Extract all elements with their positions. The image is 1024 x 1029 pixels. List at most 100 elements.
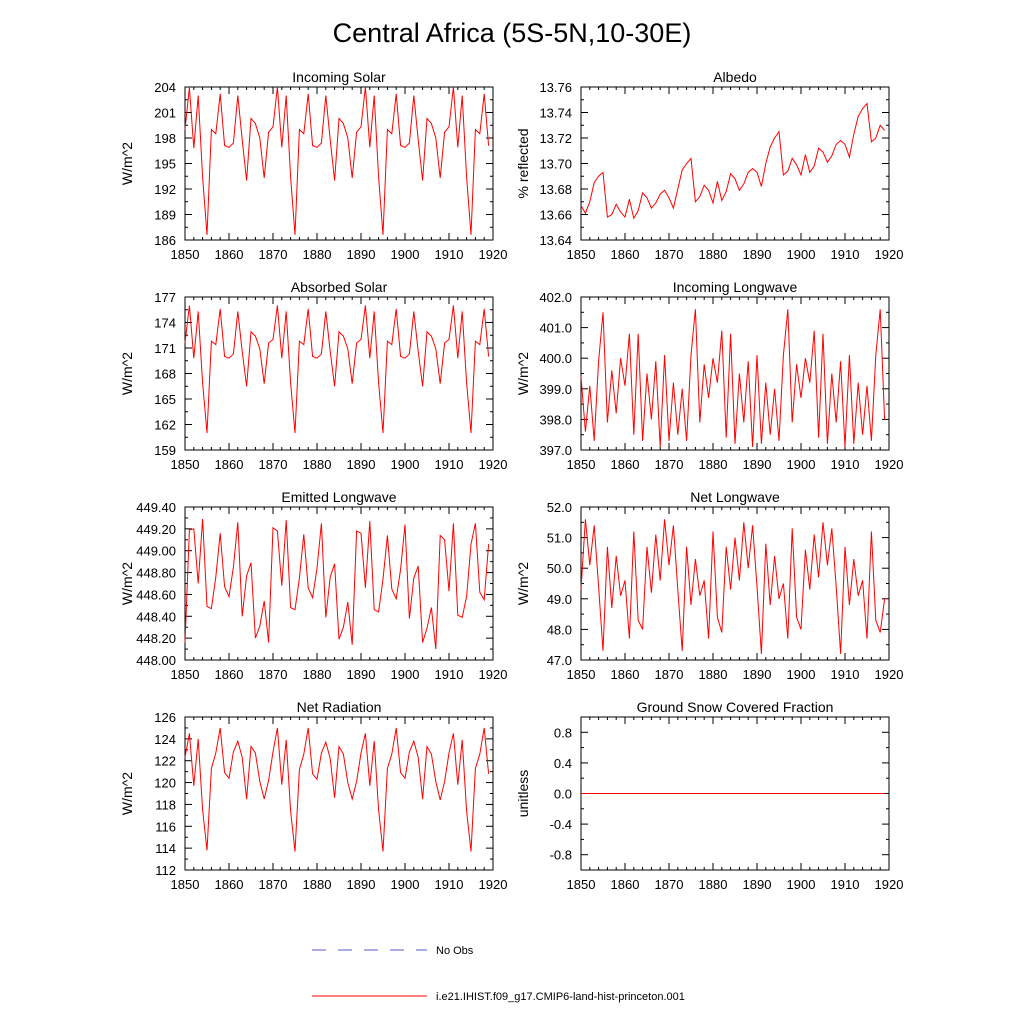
y-tick-label: 124 <box>154 732 176 747</box>
x-tick-label: 1850 <box>567 457 596 472</box>
series-line <box>580 519 886 654</box>
x-tick-label: 1900 <box>391 247 420 262</box>
y-tick-label: 204 <box>154 80 176 95</box>
x-tick-label: 1860 <box>215 877 244 892</box>
y-tick-label: 448.60 <box>136 587 176 602</box>
series-line <box>184 86 490 235</box>
y-tick-label: 112 <box>155 863 176 878</box>
panel-net-radiation: Net Radiation W/m^2 1850 1860 1870 1880 1890 19… <box>119 699 507 892</box>
y-tick-label: 13.72 <box>539 131 572 146</box>
x-tick-label: 1900 <box>787 667 816 682</box>
x-tick-label: 1870 <box>655 877 684 892</box>
y-tick-label: 192 <box>154 182 176 197</box>
x-tick-label: 1920 <box>479 247 508 262</box>
y-tick-label: 122 <box>154 754 176 769</box>
y-tick-label: 114 <box>155 841 176 856</box>
x-tick-label: 1880 <box>699 877 728 892</box>
x-tick-label: 1920 <box>875 877 904 892</box>
x-tick-label: 1870 <box>259 457 288 472</box>
x-tick-label: 1900 <box>391 877 420 892</box>
x-tick-label: 1860 <box>611 877 640 892</box>
x-tick-label: 1920 <box>479 667 508 682</box>
y-tick-label: 51.0 <box>547 531 572 546</box>
x-tick-label: 1880 <box>303 247 332 262</box>
y-tick-label: 47.0 <box>547 653 572 668</box>
y-tick-label: 0.4 <box>554 756 572 771</box>
legend-label-model: i.e21.IHIST.f09_g17.CMIP6-land-hist-prin… <box>436 991 685 1003</box>
x-tick-label: 1910 <box>435 877 464 892</box>
y-tick-label: 162 <box>154 418 176 433</box>
y-tick-label: 116 <box>155 819 176 834</box>
y-axis-label: W/m^2 <box>119 142 135 185</box>
series-line <box>580 309 886 447</box>
panel-emitted-longwave: Emitted Longwave W/m^2 1850 1860 1870 1880 189… <box>119 489 507 682</box>
y-tick-label: -0.8 <box>550 848 572 863</box>
plot-frame <box>184 296 494 451</box>
x-tick-label: 1880 <box>699 667 728 682</box>
panel-title: Albedo <box>713 69 757 85</box>
y-tick-label: 159 <box>154 443 176 458</box>
y-tick-label: 49.0 <box>547 592 572 607</box>
x-tick-label: 1870 <box>655 247 684 262</box>
y-axis-label: W/m^2 <box>515 562 531 605</box>
x-tick-label: 1860 <box>215 667 244 682</box>
plot-frame <box>184 86 494 241</box>
x-tick-label: 1880 <box>303 667 332 682</box>
panel-incoming-solar: Incoming Solar W/m^2 1850 1860 1870 1880 1890 1… <box>119 69 507 262</box>
y-tick-label: 398.0 <box>539 412 572 427</box>
y-tick-label: 0.8 <box>554 725 572 740</box>
x-tick-label: 1880 <box>699 247 728 262</box>
x-tick-label: 1920 <box>479 877 508 892</box>
y-tick-label: 201 <box>154 106 176 121</box>
x-tick-label: 1900 <box>391 457 420 472</box>
x-tick-label: 1920 <box>875 667 904 682</box>
panel-albedo: Albedo % reflected 1850 1860 1870 1880 1890 190… <box>515 69 903 262</box>
series-line <box>184 518 490 650</box>
y-tick-label: 168 <box>154 367 176 382</box>
x-tick-label: 1900 <box>787 457 816 472</box>
y-tick-label: -0.4 <box>550 817 572 832</box>
y-tick-label: 13.68 <box>539 182 572 197</box>
y-axis-label: W/m^2 <box>119 772 135 815</box>
x-tick-label: 1890 <box>347 877 376 892</box>
y-tick-label: 448.20 <box>136 631 176 646</box>
x-tick-label: 1880 <box>699 457 728 472</box>
y-tick-label: 448.40 <box>136 609 176 624</box>
y-tick-label: 449.20 <box>136 522 176 537</box>
y-tick-label: 186 <box>154 233 176 248</box>
plot-frame <box>580 506 890 661</box>
x-tick-label: 1890 <box>743 877 772 892</box>
y-tick-label: 195 <box>154 157 176 172</box>
x-tick-label: 1860 <box>611 247 640 262</box>
y-tick-label: 400.0 <box>539 351 572 366</box>
x-tick-label: 1860 <box>611 457 640 472</box>
x-tick-label: 1900 <box>787 877 816 892</box>
x-tick-label: 1870 <box>259 667 288 682</box>
x-tick-label: 1860 <box>215 457 244 472</box>
x-tick-label: 1910 <box>435 247 464 262</box>
panel-net-longwave: Net Longwave W/m^2 1850 1860 1870 1880 1890 190… <box>515 489 903 682</box>
y-axis-label: unitless <box>515 770 531 817</box>
x-tick-label: 1850 <box>567 877 596 892</box>
y-tick-label: 448.00 <box>136 653 176 668</box>
y-tick-label: 13.64 <box>539 233 572 248</box>
y-tick-label: 399.0 <box>539 382 572 397</box>
x-tick-label: 1920 <box>479 457 508 472</box>
x-tick-label: 1910 <box>435 457 464 472</box>
y-tick-label: 198 <box>154 131 176 146</box>
y-tick-label: 171 <box>154 341 176 356</box>
y-tick-label: 174 <box>154 316 176 331</box>
x-tick-label: 1910 <box>831 667 860 682</box>
panel-ground-snow-covered-fraction: Ground Snow Covered Fraction unitless 1850… <box>515 699 903 892</box>
x-tick-label: 1850 <box>171 877 200 892</box>
y-tick-label: 449.40 <box>136 500 176 515</box>
plot-frame <box>580 86 890 241</box>
x-tick-label: 1920 <box>875 247 904 262</box>
panel-title: Incoming Longwave <box>673 279 798 295</box>
x-tick-label: 1890 <box>347 667 376 682</box>
y-tick-label: 402.0 <box>539 290 572 305</box>
series-line <box>184 305 490 434</box>
y-tick-label: 0.0 <box>554 787 572 802</box>
x-tick-label: 1870 <box>655 457 684 472</box>
